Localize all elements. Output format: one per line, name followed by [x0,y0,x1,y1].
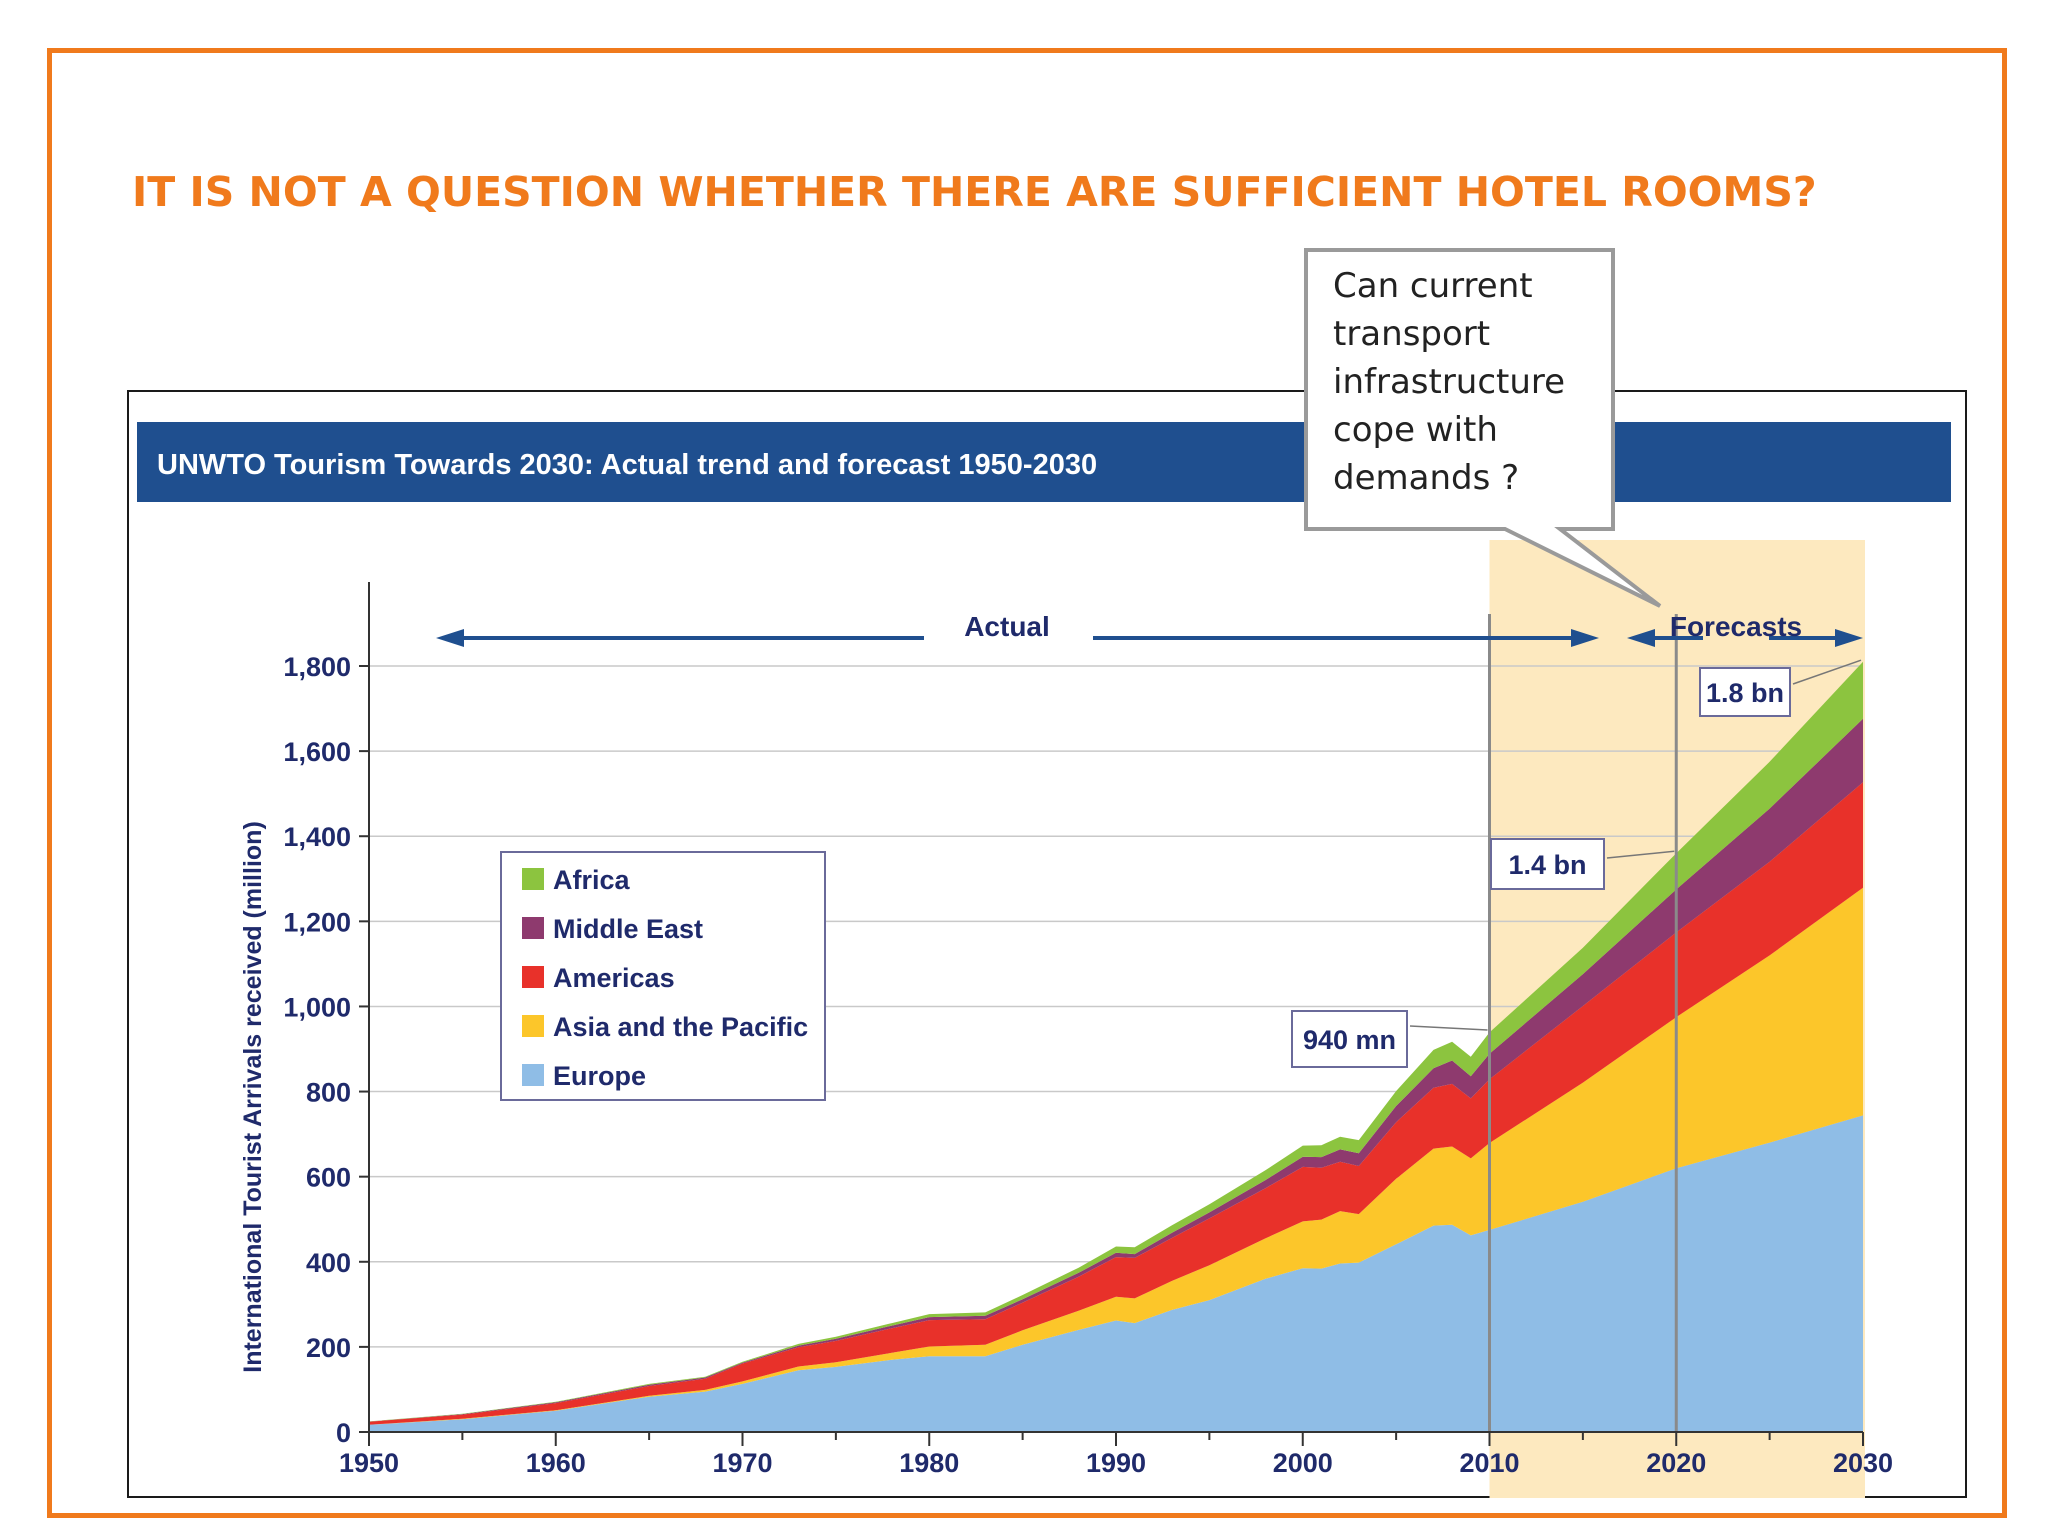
y-tick-label: 1,200 [283,907,351,937]
y-axis-label: International Tourist Arrivals received … [239,821,267,1373]
y-tick-label: 1,400 [283,822,351,852]
x-tick-label: 1950 [339,1448,399,1478]
annotation-box [1699,667,1791,717]
x-tick-label: 2000 [1273,1448,1333,1478]
chart-title: UNWTO Tourism Towards 2030: Actual trend… [157,449,1097,481]
x-tick-label: 1980 [899,1448,959,1478]
actual-arrowhead-left [436,629,464,647]
y-tick-label: 0 [336,1418,351,1448]
y-tick-label: 1,800 [283,652,351,682]
x-tick-label: 1990 [1086,1448,1146,1478]
x-tick-label: 1960 [526,1448,586,1478]
annotation-leader [1409,1025,1488,1031]
y-tick-label: 200 [306,1333,351,1363]
y-tick-label: 1,600 [283,737,351,767]
callout-shape [1304,248,1662,608]
callout-text: Can current transport infrastructure cop… [1333,266,1566,498]
annotation-box [1490,838,1605,890]
forecast-arrowhead-left [1627,629,1655,647]
x-tick-label: 1970 [712,1448,772,1478]
y-tick-label: 800 [306,1078,351,1108]
y-tick-label: 1,000 [283,992,351,1022]
legend-label: Europe [553,1061,646,1091]
legend-swatch [522,1064,544,1086]
legend-swatch [522,1015,544,1037]
annotation-label: 1.4 bn [1508,850,1586,880]
x-tick-label: 2020 [1646,1448,1706,1478]
legend-label: Asia and the Pacific [553,1012,808,1042]
region-label-forecasts: Forecasts [1670,611,1802,642]
x-tick-label: 2010 [1459,1448,1519,1478]
slide-headline: IT IS NOT A QUESTION WHETHER THERE ARE S… [132,168,1817,216]
legend-swatch [522,966,544,988]
legend-label: Americas [553,963,675,993]
y-tick-label: 400 [306,1248,351,1278]
region-label-actual: Actual [964,611,1050,642]
legend-label: Africa [553,865,631,895]
y-tick-label: 600 [306,1163,351,1193]
legend-box [500,851,826,1101]
legend-label: Middle East [553,914,703,944]
annotation-leader [1792,659,1862,685]
annotation-label: 940 mn [1303,1025,1396,1055]
chart-container: UNWTO Tourism Towards 2030: Actual trend… [127,390,1967,1498]
x-tick-label: 2030 [1833,1448,1893,1478]
chart-header-bar [137,422,1951,502]
actual-arrowhead-right [1571,629,1599,647]
tourism-area-chart: UNWTO Tourism Towards 2030: Actual trend… [137,422,1951,1498]
area-americas [369,782,1863,1425]
forecast-arrowhead-right [1835,629,1863,647]
annotation-label: 1.8 bn [1706,678,1784,708]
legend-swatch [522,917,544,939]
legend-swatch [522,868,544,890]
area-asia-and-the-pacific [369,887,1863,1425]
annotation-box [1291,1010,1408,1068]
annotation-leader [1606,850,1675,859]
slide-frame [47,48,2007,1518]
